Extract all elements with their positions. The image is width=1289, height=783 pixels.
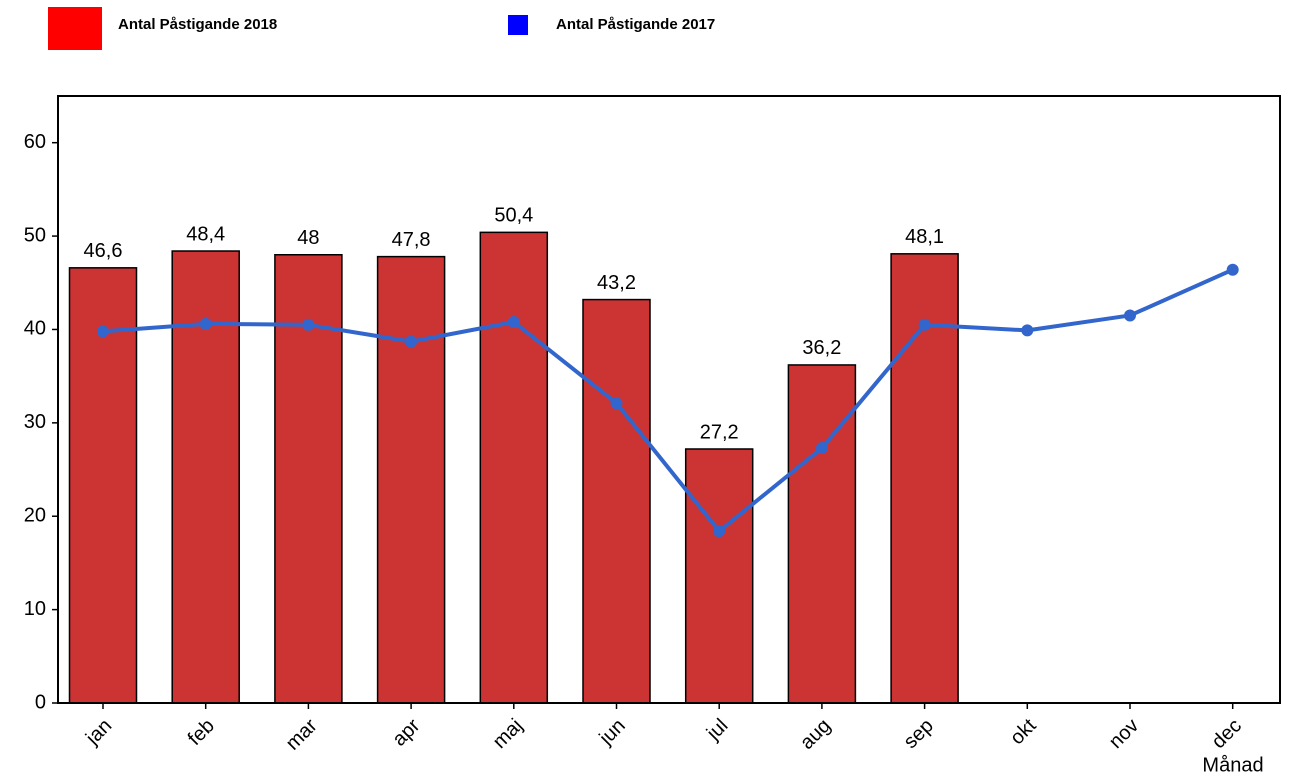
value-label: 46,6	[84, 240, 123, 262]
value-label: 27,2	[700, 421, 739, 443]
value-label: 36,2	[802, 337, 841, 359]
legend-label: Antal Påstigande 2017	[556, 16, 715, 33]
line-point	[302, 318, 315, 331]
line-point	[1021, 324, 1034, 337]
line-point	[199, 317, 212, 330]
line-point	[918, 318, 931, 331]
plot-frame	[57, 95, 1281, 704]
line-point	[713, 525, 726, 538]
y-tick-label: 30	[24, 411, 46, 433]
bar	[479, 231, 549, 704]
value-label: 48,1	[905, 226, 944, 248]
line-point	[97, 325, 109, 338]
bar	[376, 255, 446, 704]
value-label: 48,4	[186, 223, 225, 245]
y-tick-label: 50	[24, 224, 46, 246]
line-point	[815, 442, 828, 455]
y-tick-label: 60	[24, 131, 46, 153]
line-point	[610, 397, 623, 410]
legend-label: Antal Påstigande 2018	[118, 16, 277, 33]
y-tick-label: 0	[35, 691, 46, 713]
y-tick-label: 20	[24, 505, 46, 527]
legend-swatch	[508, 15, 528, 35]
bar	[582, 298, 651, 704]
value-label: 50,4	[494, 205, 533, 227]
legend-swatch	[48, 7, 102, 50]
line-point	[405, 335, 418, 348]
value-label: 48	[297, 227, 319, 249]
bar	[68, 267, 138, 704]
bar	[684, 448, 754, 704]
x-axis-label: Månad	[1202, 754, 1263, 776]
bar	[787, 364, 857, 704]
value-label: 47,8	[392, 229, 431, 251]
y-tick-label: 10	[24, 598, 46, 620]
line	[102, 267, 1234, 534]
line-point	[507, 315, 520, 328]
y-tick-label: 40	[24, 318, 46, 340]
line-point	[1226, 263, 1239, 276]
value-label: 43,2	[597, 272, 636, 294]
line-point	[1124, 309, 1136, 322]
